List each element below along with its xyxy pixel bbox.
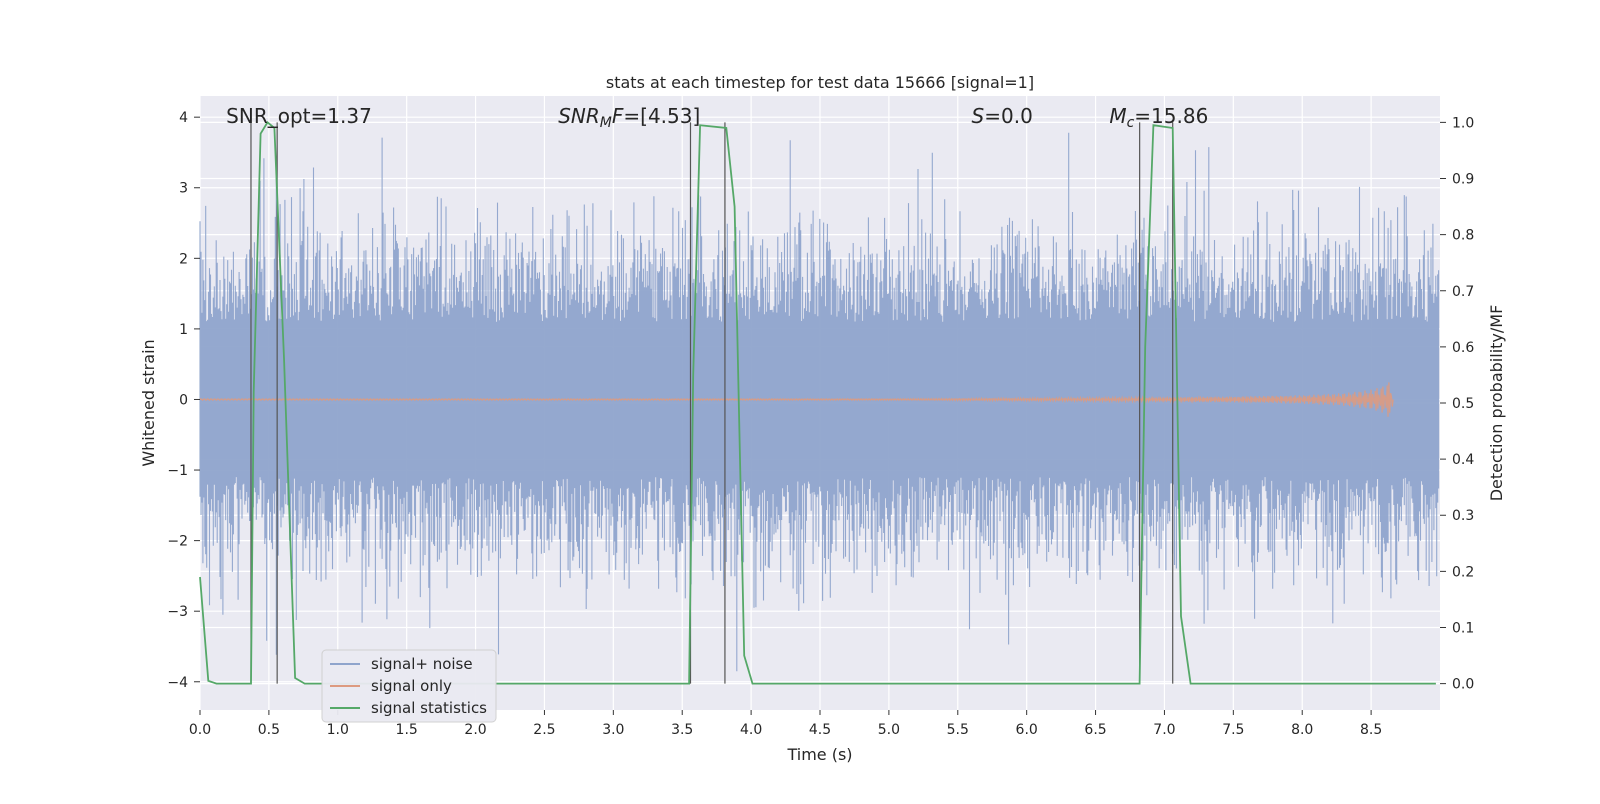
y-left-tick-label-8: −4: [167, 675, 188, 691]
annotation-1: SNRMF=[4.53]: [558, 104, 700, 131]
legend-label-signal-noise: signal+ noise: [371, 655, 473, 673]
y-right-tick-label-4: 0.6: [1452, 340, 1474, 356]
x-tick-label-1: 0.5: [258, 722, 280, 738]
y-right-tick-label-3: 0.7: [1452, 284, 1474, 300]
x-tick-label-4: 2.0: [464, 722, 486, 738]
annotation-0: SNR_opt=1.37: [226, 104, 372, 128]
y-left-tick-label-3: 1: [179, 322, 188, 338]
x-tick-label-9: 4.5: [809, 722, 831, 738]
x-tick-label-2: 1.0: [327, 722, 349, 738]
x-tick-label-14: 7.0: [1153, 722, 1175, 738]
y-right-tick-label-5: 0.5: [1452, 396, 1474, 412]
series-signal-only: [199, 382, 1394, 417]
y-left-tick-label-2: 2: [179, 251, 188, 267]
legend: signal+ noise signal only signal statist…: [321, 649, 497, 723]
x-tick-label-13: 6.5: [1084, 722, 1106, 738]
x-tick-label-15: 7.5: [1222, 722, 1244, 738]
x-tick-label-7: 3.5: [671, 722, 693, 738]
y-axis-right: 1.0 0.9 0.8 0.7 0.6 0.5 0.4 0.3 0.2 0.1 0.0: [1440, 115, 1474, 693]
y-right-tick-label-8: 0.2: [1452, 564, 1474, 580]
x-axis: 0.0 0.5 1.0 1.5 2.0 2.5 3.0 3.5 4.0 4.5 5.0 5.5 6.0 6…: [189, 710, 1382, 738]
y-left-tick-label-1: 3: [179, 181, 188, 197]
y-right-tick-label-10: 0.0: [1452, 677, 1474, 693]
annotation-2: S=0.0: [972, 104, 1033, 128]
x-tick-label-17: 8.5: [1360, 722, 1382, 738]
signal-only-trace: [199, 382, 1394, 417]
x-tick-label-5: 2.5: [533, 722, 555, 738]
legend-label-signal-only: signal only: [371, 677, 452, 695]
y-right-tick-label-0: 1.0: [1452, 115, 1474, 131]
legend-label-signal-statistics: signal statistics: [371, 699, 487, 717]
x-tick-label-3: 1.5: [396, 722, 418, 738]
y-axis-left-label: Whitened strain: [139, 339, 158, 466]
y-right-tick-label-1: 0.9: [1452, 172, 1474, 188]
y-right-tick-label-2: 0.8: [1452, 228, 1474, 244]
y-left-tick-label-6: −2: [167, 534, 188, 550]
y-left-tick-label-7: −3: [167, 604, 188, 620]
x-axis-label: Time (s): [786, 745, 852, 764]
series-signal-noise: [199, 132, 1440, 672]
x-tick-label-8: 4.0: [740, 722, 762, 738]
y-right-tick-label-7: 0.3: [1452, 508, 1474, 524]
y-right-tick-label-9: 0.1: [1452, 620, 1474, 636]
noise-trace: [199, 132, 1440, 672]
x-tick-label-10: 5.0: [878, 722, 900, 738]
y-left-tick-label-5: −1: [167, 463, 188, 479]
signal-statistics-line: [199, 121, 1436, 685]
x-tick-label-12: 6.0: [1016, 722, 1038, 738]
x-tick-label-11: 5.5: [947, 722, 969, 738]
legend-box: [321, 649, 497, 723]
annotation-3: Mc=15.86: [1109, 104, 1208, 131]
series-signal-statistics: [199, 121, 1436, 685]
x-tick-label-6: 3.0: [602, 722, 624, 738]
y-axis-left: 4 3 2 1 0 −1 −2 −3 −4: [167, 110, 200, 691]
x-tick-label-0: 0.0: [189, 722, 211, 738]
y-right-tick-label-6: 0.4: [1452, 452, 1474, 468]
y-axis-right-label: Detection probability/MF: [1487, 305, 1506, 502]
annotations: SNR_opt=1.37 SNRMF=[4.53] S=0.0 Mc=15.86: [226, 104, 1208, 131]
y-left-tick-label-0: 4: [179, 110, 188, 126]
chart-title: stats at each timestep for test data 156…: [606, 73, 1034, 92]
y-left-tick-label-4: 0: [179, 392, 188, 408]
x-tick-label-16: 8.0: [1291, 722, 1313, 738]
